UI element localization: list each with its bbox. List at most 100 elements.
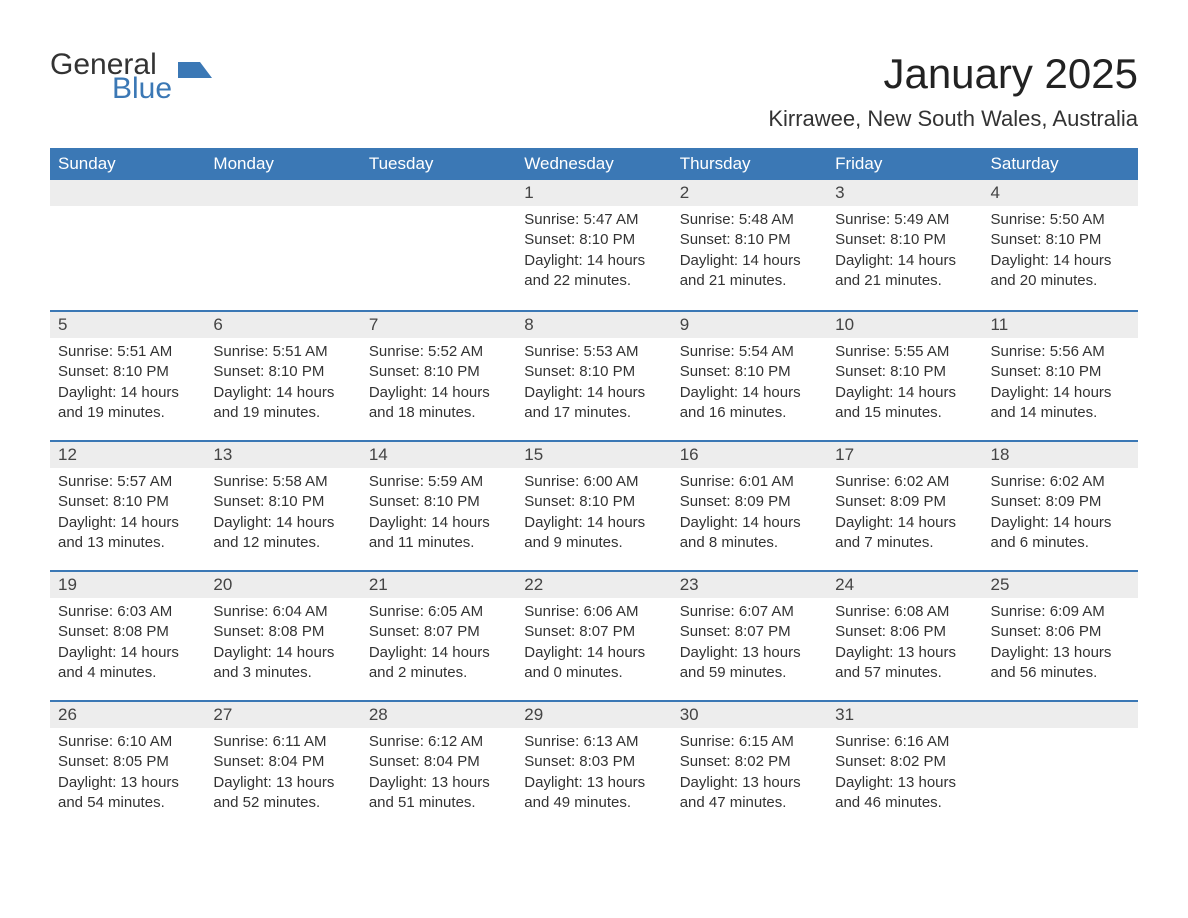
- day-number-bar: 25: [983, 570, 1138, 598]
- sunrise-text: Sunrise: 5:51 AM: [213, 342, 352, 362]
- daylight-text: Daylight: 14 hours and 2 minutes.: [369, 643, 508, 684]
- day-content: Sunrise: 5:51 AMSunset: 8:10 PMDaylight:…: [50, 338, 205, 429]
- day-number-bar: [205, 180, 360, 206]
- sunrise-text: Sunrise: 5:57 AM: [58, 472, 197, 492]
- day-header-thursday: Thursday: [672, 148, 827, 180]
- day-content: Sunrise: 6:10 AMSunset: 8:05 PMDaylight:…: [50, 728, 205, 819]
- daylight-text: Daylight: 14 hours and 19 minutes.: [213, 383, 352, 424]
- sunset-text: Sunset: 8:08 PM: [58, 622, 197, 642]
- daylight-text: Daylight: 14 hours and 22 minutes.: [524, 251, 663, 292]
- sunrise-text: Sunrise: 6:07 AM: [680, 602, 819, 622]
- calendar-day-cell: 5Sunrise: 5:51 AMSunset: 8:10 PMDaylight…: [50, 310, 205, 440]
- day-number-bar: 4: [983, 180, 1138, 206]
- calendar-day-cell: 20Sunrise: 6:04 AMSunset: 8:08 PMDayligh…: [205, 570, 360, 700]
- day-content: Sunrise: 5:59 AMSunset: 8:10 PMDaylight:…: [361, 468, 516, 559]
- sunset-text: Sunset: 8:10 PM: [213, 492, 352, 512]
- calendar-header-row: SundayMondayTuesdayWednesdayThursdayFrid…: [50, 148, 1138, 180]
- sunrise-text: Sunrise: 5:55 AM: [835, 342, 974, 362]
- calendar-day-cell: [50, 180, 205, 310]
- sunrise-text: Sunrise: 5:47 AM: [524, 210, 663, 230]
- calendar-day-cell: 15Sunrise: 6:00 AMSunset: 8:10 PMDayligh…: [516, 440, 671, 570]
- day-content: Sunrise: 6:02 AMSunset: 8:09 PMDaylight:…: [827, 468, 982, 559]
- day-content: Sunrise: 6:13 AMSunset: 8:03 PMDaylight:…: [516, 728, 671, 819]
- day-number-bar: [50, 180, 205, 206]
- day-header-friday: Friday: [827, 148, 982, 180]
- daylight-text: Daylight: 14 hours and 20 minutes.: [991, 251, 1130, 292]
- day-content: Sunrise: 5:51 AMSunset: 8:10 PMDaylight:…: [205, 338, 360, 429]
- day-content: Sunrise: 6:01 AMSunset: 8:09 PMDaylight:…: [672, 468, 827, 559]
- day-number-bar: 5: [50, 310, 205, 338]
- day-content: Sunrise: 5:56 AMSunset: 8:10 PMDaylight:…: [983, 338, 1138, 429]
- daylight-text: Daylight: 13 hours and 47 minutes.: [680, 773, 819, 814]
- day-number-bar: 21: [361, 570, 516, 598]
- day-number-bar: 29: [516, 700, 671, 728]
- day-number-bar: 11: [983, 310, 1138, 338]
- sunrise-text: Sunrise: 5:54 AM: [680, 342, 819, 362]
- day-number-bar: 24: [827, 570, 982, 598]
- day-content: Sunrise: 5:55 AMSunset: 8:10 PMDaylight:…: [827, 338, 982, 429]
- header: General Blue January 2025 Kirrawee, New …: [50, 50, 1138, 142]
- day-number-bar: 30: [672, 700, 827, 728]
- sunrise-text: Sunrise: 6:13 AM: [524, 732, 663, 752]
- day-content: Sunrise: 6:09 AMSunset: 8:06 PMDaylight:…: [983, 598, 1138, 689]
- day-number-bar: 1: [516, 180, 671, 206]
- day-number-bar: 23: [672, 570, 827, 598]
- day-number-bar: 12: [50, 440, 205, 468]
- calendar-day-cell: 17Sunrise: 6:02 AMSunset: 8:09 PMDayligh…: [827, 440, 982, 570]
- day-header-tuesday: Tuesday: [361, 148, 516, 180]
- sunrise-text: Sunrise: 5:51 AM: [58, 342, 197, 362]
- daylight-text: Daylight: 14 hours and 17 minutes.: [524, 383, 663, 424]
- day-header-wednesday: Wednesday: [516, 148, 671, 180]
- day-number-bar: 17: [827, 440, 982, 468]
- day-content: Sunrise: 6:08 AMSunset: 8:06 PMDaylight:…: [827, 598, 982, 689]
- sunset-text: Sunset: 8:06 PM: [835, 622, 974, 642]
- sunrise-text: Sunrise: 6:00 AM: [524, 472, 663, 492]
- location-subtitle: Kirrawee, New South Wales, Australia: [768, 106, 1138, 132]
- calendar-table: SundayMondayTuesdayWednesdayThursdayFrid…: [50, 148, 1138, 830]
- day-number-bar: 15: [516, 440, 671, 468]
- calendar-day-cell: 6Sunrise: 5:51 AMSunset: 8:10 PMDaylight…: [205, 310, 360, 440]
- sunrise-text: Sunrise: 5:59 AM: [369, 472, 508, 492]
- day-number-bar: 7: [361, 310, 516, 338]
- sunrise-text: Sunrise: 5:52 AM: [369, 342, 508, 362]
- day-content: Sunrise: 6:16 AMSunset: 8:02 PMDaylight:…: [827, 728, 982, 819]
- day-content: Sunrise: 6:15 AMSunset: 8:02 PMDaylight:…: [672, 728, 827, 819]
- day-number-bar: 6: [205, 310, 360, 338]
- sunset-text: Sunset: 8:09 PM: [680, 492, 819, 512]
- calendar-day-cell: 13Sunrise: 5:58 AMSunset: 8:10 PMDayligh…: [205, 440, 360, 570]
- sunset-text: Sunset: 8:10 PM: [369, 492, 508, 512]
- calendar-day-cell: 29Sunrise: 6:13 AMSunset: 8:03 PMDayligh…: [516, 700, 671, 830]
- calendar-day-cell: 4Sunrise: 5:50 AMSunset: 8:10 PMDaylight…: [983, 180, 1138, 310]
- sunset-text: Sunset: 8:05 PM: [58, 752, 197, 772]
- day-number-bar: [983, 700, 1138, 728]
- daylight-text: Daylight: 14 hours and 13 minutes.: [58, 513, 197, 554]
- calendar-day-cell: 23Sunrise: 6:07 AMSunset: 8:07 PMDayligh…: [672, 570, 827, 700]
- calendar-day-cell: 14Sunrise: 5:59 AMSunset: 8:10 PMDayligh…: [361, 440, 516, 570]
- sunset-text: Sunset: 8:10 PM: [991, 230, 1130, 250]
- day-number-bar: 18: [983, 440, 1138, 468]
- sunrise-text: Sunrise: 5:48 AM: [680, 210, 819, 230]
- calendar-week-row: 26Sunrise: 6:10 AMSunset: 8:05 PMDayligh…: [50, 700, 1138, 830]
- sunset-text: Sunset: 8:07 PM: [369, 622, 508, 642]
- calendar-day-cell: 1Sunrise: 5:47 AMSunset: 8:10 PMDaylight…: [516, 180, 671, 310]
- calendar-day-cell: 9Sunrise: 5:54 AMSunset: 8:10 PMDaylight…: [672, 310, 827, 440]
- sunrise-text: Sunrise: 5:56 AM: [991, 342, 1130, 362]
- sunset-text: Sunset: 8:10 PM: [58, 362, 197, 382]
- sunset-text: Sunset: 8:07 PM: [680, 622, 819, 642]
- sunrise-text: Sunrise: 6:01 AM: [680, 472, 819, 492]
- daylight-text: Daylight: 14 hours and 4 minutes.: [58, 643, 197, 684]
- sunrise-text: Sunrise: 6:16 AM: [835, 732, 974, 752]
- sunset-text: Sunset: 8:10 PM: [991, 362, 1130, 382]
- logo-text-block: General Blue: [50, 50, 172, 104]
- calendar-week-row: 19Sunrise: 6:03 AMSunset: 8:08 PMDayligh…: [50, 570, 1138, 700]
- calendar-day-cell: 27Sunrise: 6:11 AMSunset: 8:04 PMDayligh…: [205, 700, 360, 830]
- sunset-text: Sunset: 8:10 PM: [58, 492, 197, 512]
- day-content: Sunrise: 6:05 AMSunset: 8:07 PMDaylight:…: [361, 598, 516, 689]
- daylight-text: Daylight: 13 hours and 52 minutes.: [213, 773, 352, 814]
- daylight-text: Daylight: 13 hours and 49 minutes.: [524, 773, 663, 814]
- calendar-day-cell: [983, 700, 1138, 830]
- sunset-text: Sunset: 8:10 PM: [680, 230, 819, 250]
- day-number-bar: 9: [672, 310, 827, 338]
- calendar-day-cell: [205, 180, 360, 310]
- day-content: Sunrise: 6:07 AMSunset: 8:07 PMDaylight:…: [672, 598, 827, 689]
